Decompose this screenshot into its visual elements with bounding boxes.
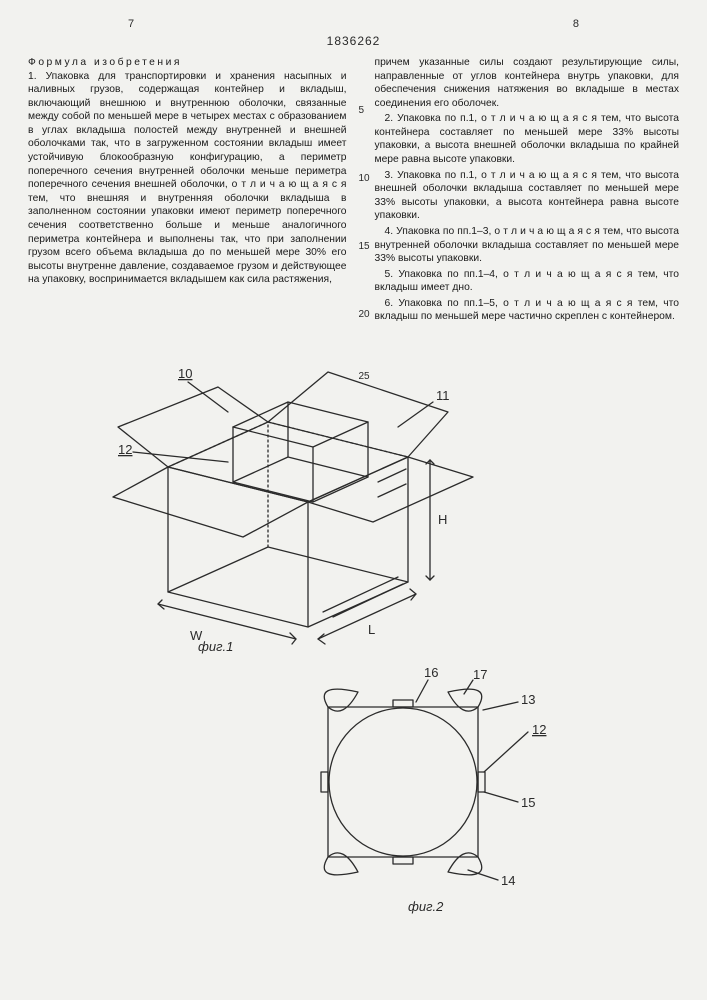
figure-2: 16 17 13 12 15 14 фиг.2	[28, 662, 679, 916]
fig2-label-13: 13	[521, 692, 535, 707]
figure-2-svg: 16 17 13 12 15 14	[268, 662, 588, 902]
page-num-left: 7	[128, 18, 134, 30]
figure-2-caption: фиг.2	[408, 899, 443, 914]
claim-1: 1. Упаковка для транспортировки и хранен…	[28, 71, 347, 286]
claim-5: 5. Упаковка по пп.1–4, о т л и ч а ю щ а…	[375, 268, 680, 295]
patent-page: 7 8 1836262 Формула изобретения 1. Упако…	[0, 0, 707, 936]
claims-heading: Формула изобретения	[28, 57, 182, 68]
line-num: 20	[359, 308, 370, 321]
line-num: 10	[359, 172, 370, 185]
line-num: 15	[359, 240, 370, 253]
claim-3: 3. Упаковка по п.1, о т л и ч а ю щ а я …	[375, 169, 680, 223]
claim-6: 6. Упаковка по пп.1–5, о т л и ч а ю щ а…	[375, 297, 680, 324]
figure-1-caption: фиг.1	[198, 639, 233, 654]
fig1-label-L: L	[368, 622, 375, 637]
document-number: 1836262	[28, 34, 679, 48]
fig2-label-15: 15	[521, 795, 535, 810]
column-right: 5 10 15 20 25 причем указанные силы созд…	[361, 56, 680, 324]
text-columns: Формула изобретения 1. Упаковка для тран…	[28, 56, 679, 324]
figure-1-svg: 10 11 12 H W L	[78, 342, 508, 652]
fig2-label-16: 16	[424, 665, 438, 680]
claim-4: 4. Упаковка по пп.1–3, о т л и ч а ю щ а…	[375, 225, 680, 266]
fig2-label-17: 17	[473, 667, 487, 682]
fig1-label-10: 10	[178, 366, 192, 381]
page-num-right: 8	[573, 18, 579, 30]
claim-2: 2. Упаковка по п.1, о т л и ч а ю щ а я …	[375, 112, 680, 166]
column-left: Формула изобретения 1. Упаковка для тран…	[28, 56, 347, 324]
fig2-label-14: 14	[501, 873, 515, 888]
line-num: 5	[359, 104, 365, 117]
claim-1-continued: причем указанные силы создают результиру…	[375, 56, 680, 110]
fig1-label-H: H	[438, 512, 447, 527]
page-numbers: 7 8	[28, 18, 679, 34]
fig2-label-12: 12	[532, 722, 546, 737]
figure-1: 10 11 12 H W L фиг.1	[28, 342, 679, 656]
fig1-label-11: 11	[436, 388, 450, 403]
line-num: 25	[359, 370, 370, 383]
fig1-label-12: 12	[118, 442, 132, 457]
